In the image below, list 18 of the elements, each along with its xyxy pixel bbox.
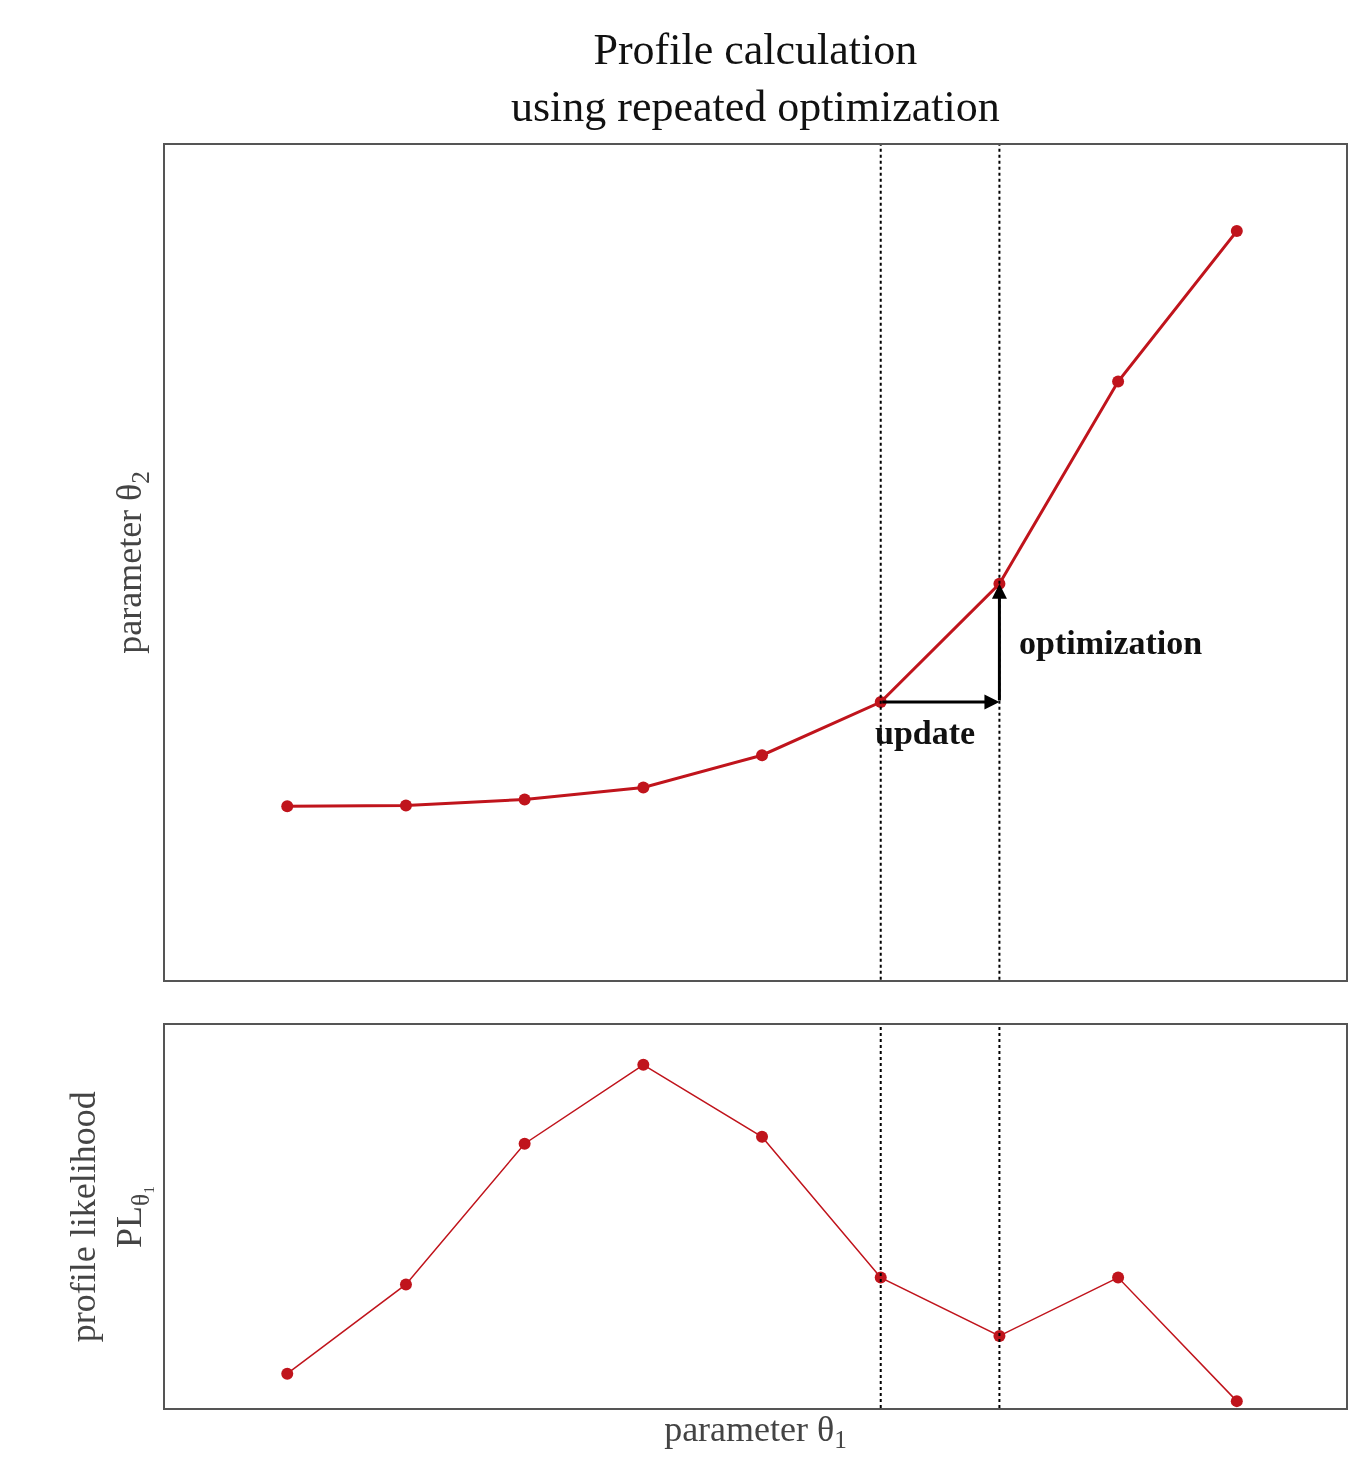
- point: [1230, 1395, 1243, 1408]
- point: [1112, 375, 1125, 388]
- point: [399, 1278, 412, 1291]
- point: [281, 800, 294, 813]
- point: [518, 793, 531, 806]
- x-axis-title: parameter θ$_{1}$: [664, 1408, 847, 1454]
- point: [756, 749, 769, 762]
- annotation: optimization: [1019, 624, 1203, 661]
- point: [637, 1058, 650, 1071]
- point: [281, 1367, 294, 1380]
- chart-title: Profile calculation using repeated optimization: [511, 25, 1000, 132]
- point: [1112, 1271, 1125, 1284]
- point: [399, 799, 412, 812]
- point: [518, 1137, 531, 1150]
- point: [756, 1130, 769, 1143]
- annotation: update: [875, 714, 976, 751]
- point: [1230, 225, 1243, 238]
- point: [637, 781, 650, 794]
